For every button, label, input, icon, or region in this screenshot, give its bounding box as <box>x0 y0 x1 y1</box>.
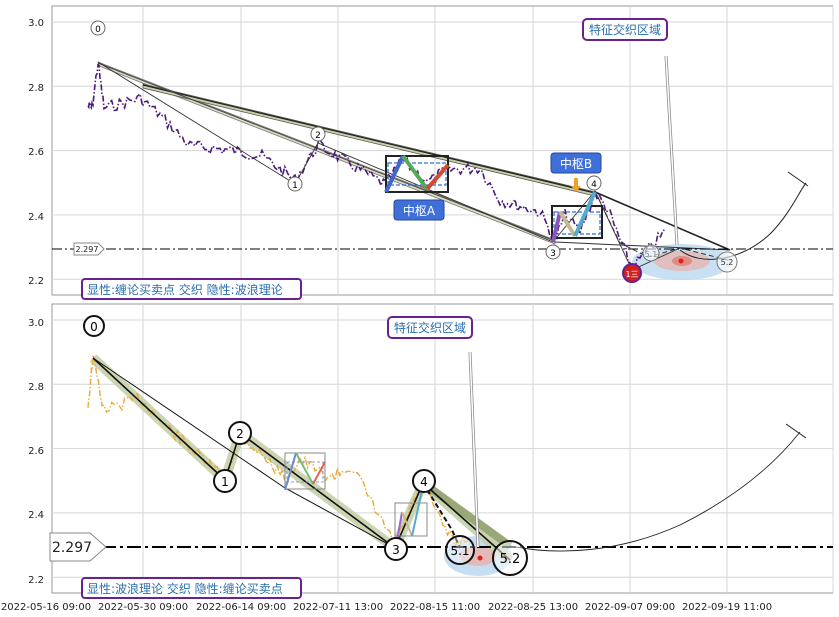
zone-b-text: 中枢B <box>560 156 592 171</box>
bottom-projection-tick <box>785 423 807 439</box>
x-tick: 2022-09-07 09:00 <box>585 602 675 613</box>
bottom-wave-band-2 <box>420 479 513 550</box>
bottom-zone-a <box>284 452 326 491</box>
wave-point-2-bottom: 2 <box>228 421 252 445</box>
x-tick: 2022-07-11 13:00 <box>293 602 383 613</box>
svg-text:5.2: 5.2 <box>500 552 521 567</box>
top-callout: 特征交织区域 <box>582 18 679 246</box>
wave-point-0: 0 <box>90 20 106 36</box>
bottom-y-tick: 2.8 <box>28 382 44 393</box>
top-projection-curve <box>679 182 807 260</box>
top-y-tick: 2.8 <box>28 83 44 94</box>
bottom-y-tick: 2.4 <box>28 510 44 521</box>
signal-marker: 1三 <box>622 263 642 283</box>
zone-a <box>384 154 450 193</box>
top-y-tick: 2.6 <box>28 147 44 158</box>
top-caption-text: 显性:缠论买卖点 交织 隐性:波浪理论 <box>87 282 283 297</box>
bottom-projection-curve <box>509 431 801 552</box>
svg-text:2: 2 <box>236 427 244 441</box>
bottom-caption: 显性:波浪理论 交织 隐性:缠论买卖点 <box>81 577 302 599</box>
top-callout-text: 特征交织区域 <box>589 22 661 37</box>
wave-point-5-1-bottom: 5.1 <box>445 535 475 565</box>
svg-text:5.1: 5.1 <box>645 250 658 259</box>
svg-text:1: 1 <box>221 475 229 489</box>
x-tick: 2022-06-14 09:00 <box>196 602 286 613</box>
bottom-caption-text: 显性:波浪理论 交织 隐性:缠论买卖点 <box>87 581 283 596</box>
top-panel: 中枢A 中枢B 2.297 <box>52 18 833 300</box>
x-tick: 2022-08-15 11:00 <box>390 602 480 613</box>
bottom-callout: 特征交织区域 <box>387 316 480 548</box>
svg-text:3: 3 <box>550 249 556 259</box>
wave-point-2: 2 <box>310 126 326 142</box>
svg-text:4: 4 <box>420 475 428 489</box>
wave-point-3-bottom: 3 <box>384 537 408 561</box>
zone-b-label: 中枢B <box>550 152 602 192</box>
top-projection-tick <box>787 171 809 187</box>
bottom-callout-text: 特征交织区域 <box>394 320 466 335</box>
svg-text:0: 0 <box>90 320 98 334</box>
top-y-tick-labels: 3.0 2.8 2.6 2.4 2.2 <box>28 18 44 287</box>
top-wave-markers: 0 1 2 3 4 5.1 5.2 1三 <box>90 20 738 283</box>
bottom-panel: 2.297 特征交织区域 0 1 2 3 4 5.1 5.2 显 <box>49 315 833 599</box>
bottom-wave-path <box>92 357 511 561</box>
svg-text:1三: 1三 <box>625 270 638 279</box>
x-tick: 2022-09-19 11:00 <box>682 602 772 613</box>
bottom-wave-dashed <box>422 482 461 549</box>
bottom-y-tick: 2.2 <box>28 575 44 586</box>
top-y-tick: 3.0 <box>28 18 44 29</box>
bottom-y-tick: 2.6 <box>28 446 44 457</box>
bottom-y-tick: 3.0 <box>28 318 44 329</box>
wave-point-5-2-bottom: 5.2 <box>492 540 528 576</box>
svg-text:0: 0 <box>95 25 101 35</box>
svg-text:3: 3 <box>392 543 400 557</box>
x-tick: 2022-05-16 09:00 <box>1 602 91 613</box>
bottom-hline-value: 2.297 <box>52 540 92 556</box>
wave-point-5-1: 5.1 <box>642 244 660 262</box>
wave-point-3: 3 <box>545 244 561 260</box>
top-price-series <box>87 63 666 271</box>
x-tick: 2022-05-30 09:00 <box>98 602 188 613</box>
svg-text:4: 4 <box>591 180 597 190</box>
wave-point-0-bottom: 0 <box>83 315 105 337</box>
wave-point-5-2: 5.2 <box>716 251 738 273</box>
down-arrow-icon <box>571 178 581 192</box>
bottom-y-tick-labels: 3.0 2.8 2.6 2.4 2.2 <box>28 318 44 586</box>
bottom-wave-markers: 0 1 2 3 4 5.1 5.2 <box>83 315 528 576</box>
svg-text:5.1: 5.1 <box>450 544 469 558</box>
wave-point-4-bottom: 4 <box>412 469 436 493</box>
zone-a-label: 中枢A <box>393 199 445 221</box>
top-hline-value: 2.297 <box>76 245 99 254</box>
zone-b <box>551 191 603 243</box>
top-caption: 显性:缠论买卖点 交织 隐性:波浪理论 <box>81 278 302 300</box>
zone-a-text: 中枢A <box>403 203 436 218</box>
top-hline-tag: 2.297 <box>73 242 105 256</box>
feature-region-highlight <box>632 244 732 280</box>
x-tick-labels: 2022-05-16 09:00 2022-05-30 09:00 2022-0… <box>1 602 772 613</box>
bottom-price-series <box>87 354 468 549</box>
svg-text:2: 2 <box>315 131 321 141</box>
svg-text:5.2: 5.2 <box>721 258 734 267</box>
top-y-tick: 2.2 <box>28 276 44 287</box>
wave-point-1: 1 <box>287 176 303 192</box>
wave-point-1-bottom: 1 <box>213 469 237 493</box>
wave-point-4: 4 <box>586 175 602 191</box>
x-tick: 2022-08-25 13:00 <box>488 602 578 613</box>
svg-text:1: 1 <box>292 181 298 191</box>
top-y-tick: 2.4 <box>28 212 44 223</box>
bottom-hline-tag: 2.297 <box>49 532 107 562</box>
